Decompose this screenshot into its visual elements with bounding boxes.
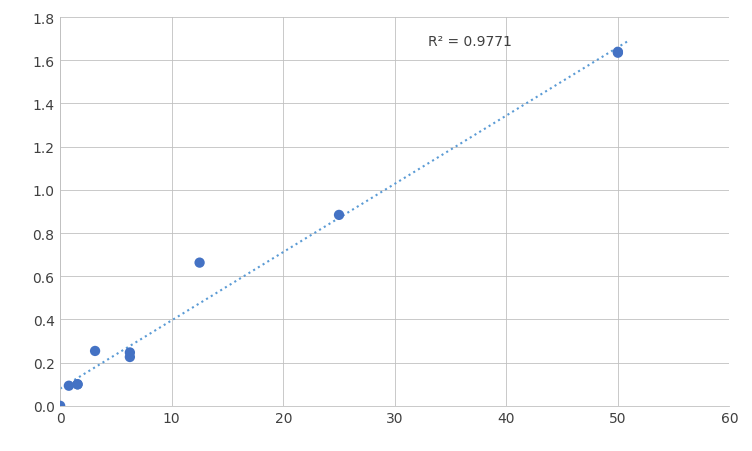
Point [612,49,624,56]
Point [193,259,205,267]
Point [71,381,83,388]
Point [124,354,136,361]
Point [89,348,101,355]
Point [612,50,624,57]
Point [124,349,136,356]
Text: R² = 0.9771: R² = 0.9771 [429,35,512,49]
Point [71,381,83,388]
Point [54,402,66,410]
Point [333,212,345,219]
Point [63,382,75,390]
